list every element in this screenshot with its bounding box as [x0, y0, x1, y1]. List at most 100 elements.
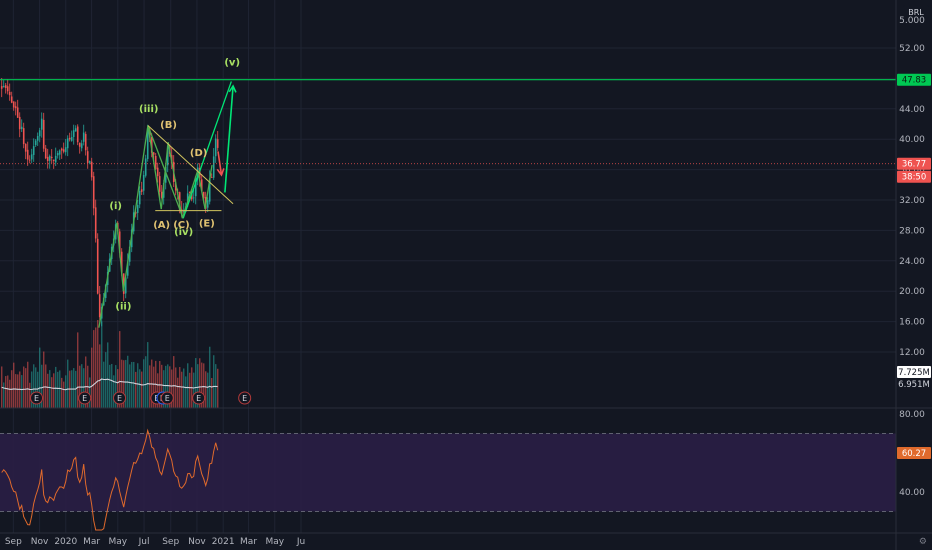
- candle-body: [188, 191, 191, 193]
- last-price-tag-bg: [897, 157, 931, 170]
- candle: [0, 78, 3, 98]
- triangle-leg: [160, 142, 169, 210]
- down-arrow-head: [216, 168, 225, 177]
- candle: [214, 134, 217, 163]
- earnings-marker: E: [160, 391, 174, 405]
- candle-body: [140, 189, 143, 192]
- volume-bar: [179, 367, 181, 408]
- triangle-leg: [197, 170, 206, 210]
- candle-body: [126, 261, 129, 276]
- volume-bar: [35, 367, 37, 408]
- resistance-price-tag-text: 47.83: [902, 76, 926, 86]
- candle-body: [88, 161, 91, 163]
- volume-bar: [139, 369, 141, 408]
- candle-body: [50, 156, 53, 159]
- volume-bar: [213, 355, 215, 408]
- volume-bar: [109, 364, 111, 408]
- candle: [16, 99, 19, 119]
- candle: [62, 142, 65, 154]
- volume-bar: [193, 372, 195, 408]
- candle-body: [66, 138, 69, 149]
- candle: [96, 233, 99, 295]
- volume-bar: [9, 379, 11, 408]
- rsi-band: [0, 433, 896, 512]
- volume-bar: [103, 361, 105, 408]
- candle: [78, 142, 81, 154]
- volume-bar: [185, 376, 187, 408]
- candle-body: [24, 143, 27, 152]
- volume-bar: [175, 367, 177, 408]
- volume-bar: [111, 363, 113, 408]
- candle: [38, 127, 41, 143]
- earnings-marker-circle: [160, 391, 174, 405]
- volume-bar: [67, 359, 69, 408]
- candle-body: [14, 106, 17, 109]
- volume-bar: [209, 346, 211, 408]
- time-tick: Nov: [31, 537, 49, 547]
- candle-body: [6, 86, 9, 92]
- candle-body: [118, 231, 121, 253]
- volume-bar: [161, 364, 163, 408]
- volume-bar: [195, 358, 197, 408]
- volume-ma-tag-bg: [897, 366, 931, 378]
- volume-bar: [187, 363, 189, 408]
- time-tick: Mar: [83, 537, 100, 547]
- candles-layer: [0, 78, 219, 327]
- volume-bar: [3, 382, 5, 408]
- candle-body: [152, 152, 155, 155]
- time-tick: Nov: [188, 537, 206, 547]
- candle-body: [36, 136, 39, 141]
- earnings-marker-label: E: [82, 394, 87, 403]
- earnings-marker: E: [113, 391, 127, 405]
- wave-label: (iv): [174, 227, 193, 238]
- candle: [54, 147, 57, 166]
- volume-bar: [61, 377, 63, 408]
- candle: [18, 112, 21, 138]
- candle: [64, 139, 67, 156]
- volume-bar: [41, 364, 43, 408]
- candle-body: [30, 154, 33, 160]
- candle-body: [56, 153, 59, 156]
- candle: [20, 119, 23, 133]
- candle-body: [38, 130, 41, 137]
- rsi-value-tag-bg: [897, 447, 931, 459]
- countdown-tag: 38:50: [897, 170, 931, 183]
- candle-body: [34, 140, 37, 146]
- gear-icon: ⚙: [919, 537, 927, 547]
- candle: [80, 140, 83, 152]
- earnings-marker-label: E: [34, 394, 39, 403]
- volume-bar: [147, 342, 149, 408]
- volume-bar: [199, 358, 201, 408]
- candle-body: [156, 167, 159, 177]
- volume-bar: [29, 382, 31, 408]
- time-tick: May: [265, 537, 284, 547]
- volume-bar: [203, 363, 205, 408]
- earnings-marker-label: E: [165, 394, 170, 403]
- time-tick: Jul: [138, 537, 150, 547]
- candle-body: [136, 204, 139, 213]
- volume-bar: [145, 356, 147, 408]
- candle: [36, 132, 39, 146]
- impulse-wave-segment: [98, 222, 118, 328]
- candle-body: [200, 179, 203, 191]
- price-tick: 28.00: [899, 226, 925, 236]
- candle-body: [92, 176, 95, 209]
- candle-body: [82, 132, 85, 142]
- candle-body: [158, 176, 161, 192]
- volume-bar: [177, 377, 179, 408]
- candle: [182, 203, 185, 214]
- volume-bar: [129, 364, 131, 408]
- candle-body: [46, 156, 49, 161]
- candle-body: [58, 150, 61, 155]
- candle-body: [22, 128, 25, 145]
- volume-bar: [93, 330, 95, 408]
- volume-bar: [201, 362, 203, 408]
- volume-bar: [211, 377, 213, 408]
- down-arrow-shaft: [217, 151, 223, 176]
- volume-bar: [207, 372, 209, 408]
- volume-bar: [167, 364, 169, 408]
- candle-body: [76, 126, 79, 143]
- volume-bar: [189, 372, 191, 408]
- candle: [142, 170, 145, 195]
